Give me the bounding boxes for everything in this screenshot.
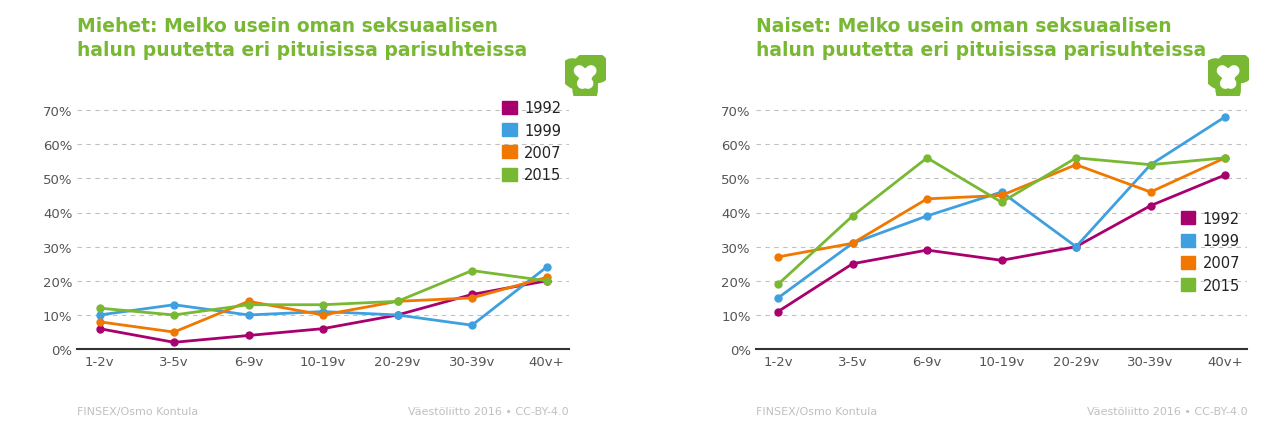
Text: FINSEX/Osmo Kontula: FINSEX/Osmo Kontula (77, 406, 198, 415)
Text: Väestöliitto 2016 • CC-BY-4.0: Väestöliitto 2016 • CC-BY-4.0 (408, 406, 568, 415)
Text: FINSEX/Osmo Kontula: FINSEX/Osmo Kontula (756, 406, 877, 415)
Legend: 1992, 1999, 2007, 2015: 1992, 1999, 2007, 2015 (1181, 211, 1240, 293)
Text: Väestöliitto 2016 • CC-BY-4.0: Väestöliitto 2016 • CC-BY-4.0 (1087, 406, 1247, 415)
Legend: 1992, 1999, 2007, 2015: 1992, 1999, 2007, 2015 (503, 101, 562, 183)
Text: Naiset: Melko usein oman seksuaalisen
halun puutetta eri pituisissa parisuhteiss: Naiset: Melko usein oman seksuaalisen ha… (756, 17, 1206, 60)
Text: Miehet: Melko usein oman seksuaalisen
halun puutetta eri pituisissa parisuhteiss: Miehet: Melko usein oman seksuaalisen ha… (77, 17, 527, 60)
